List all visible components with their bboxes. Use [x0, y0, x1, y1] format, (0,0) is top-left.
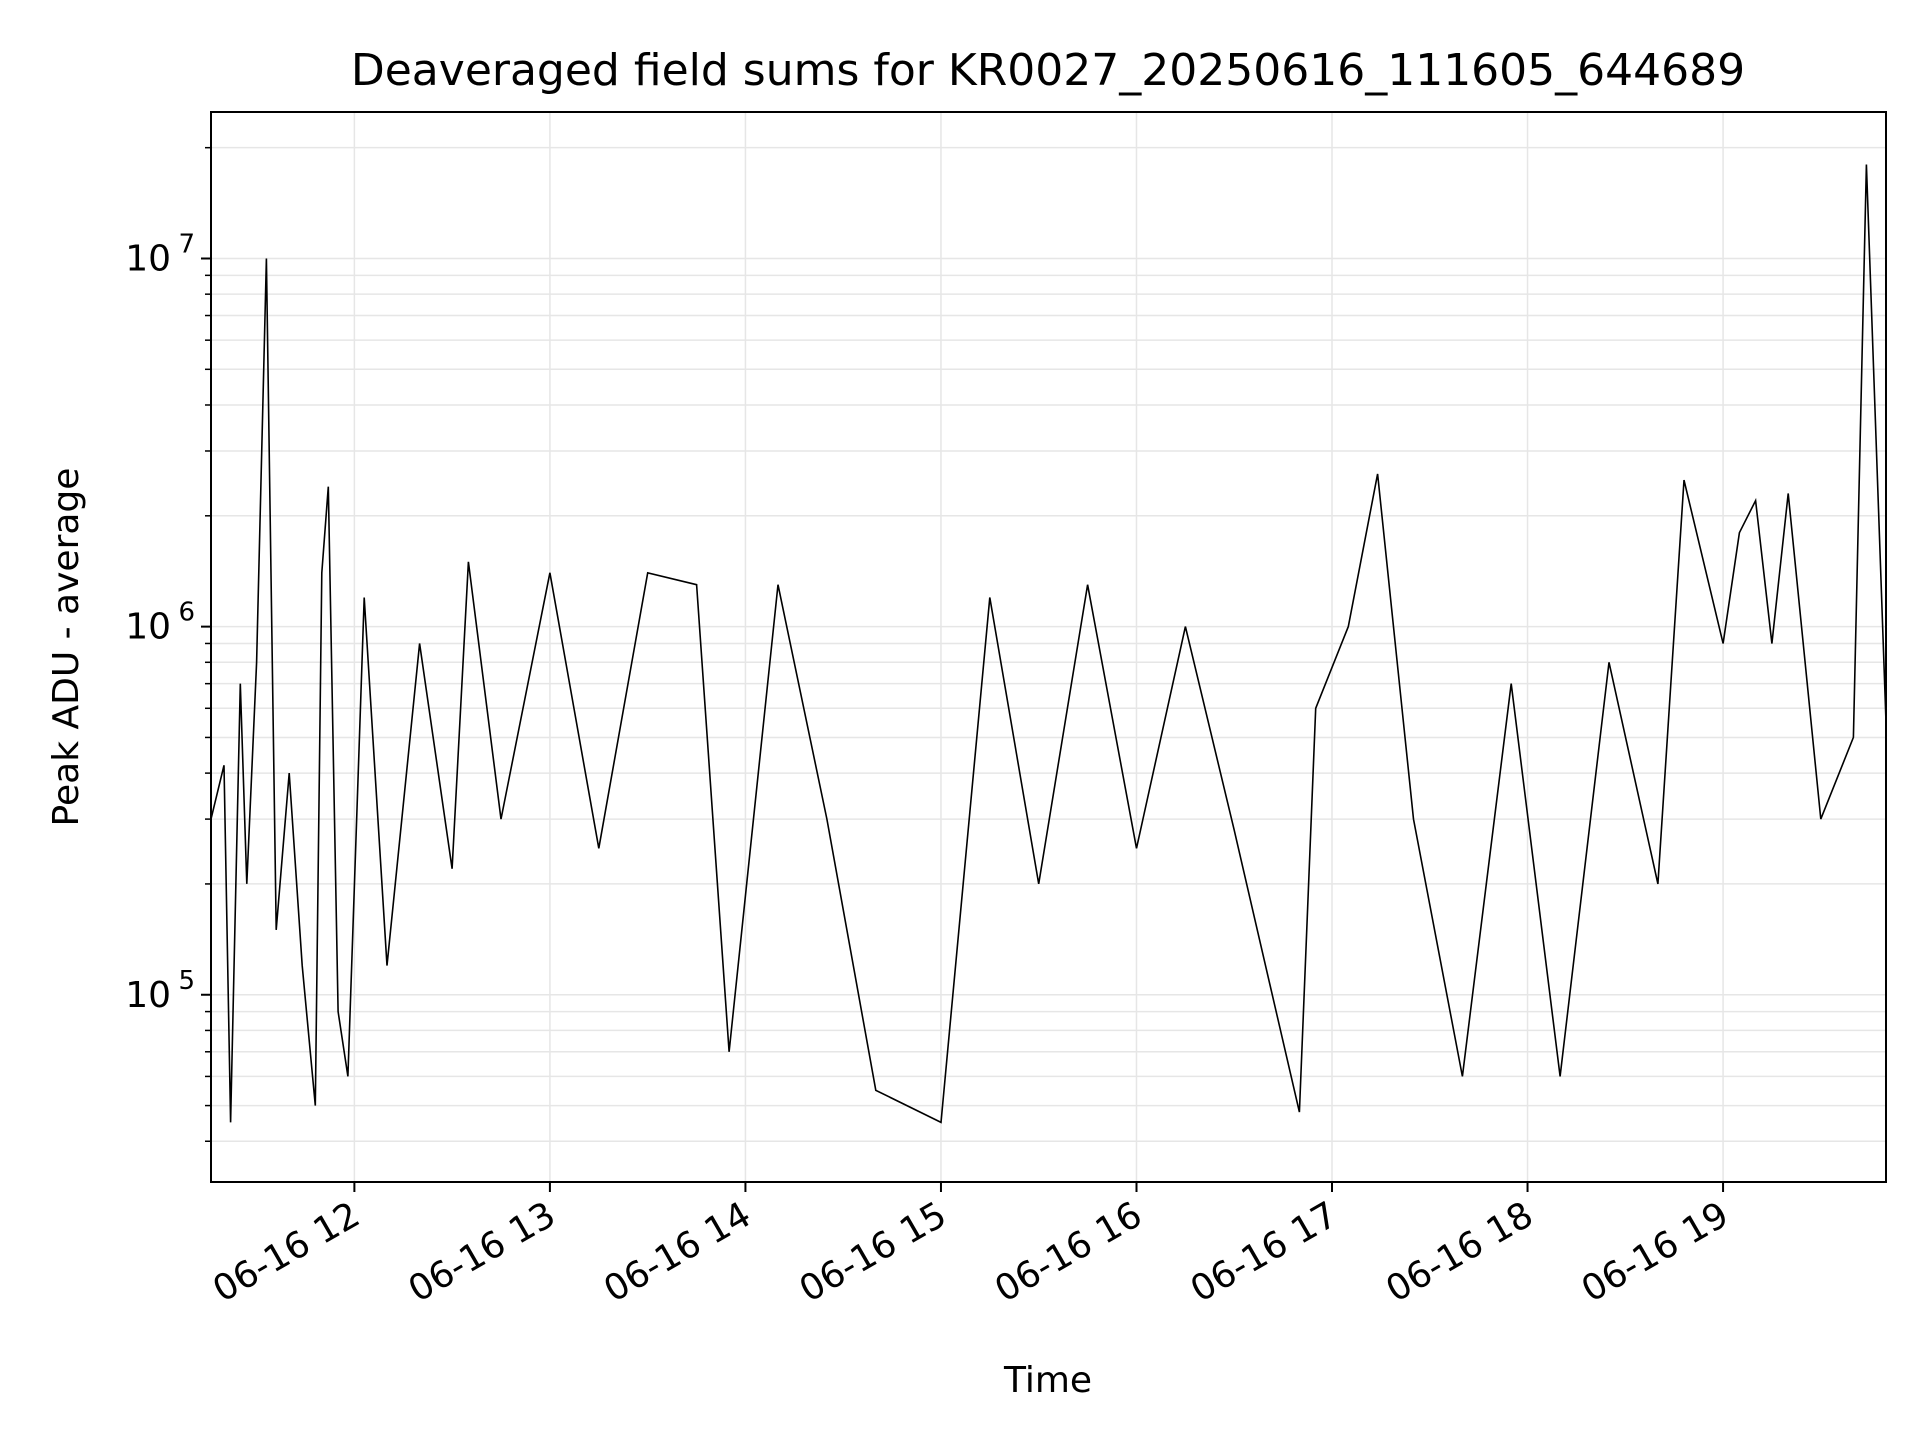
- y-axis-label: Peak ADU - average: [46, 468, 87, 827]
- y-tick-label: 10: [125, 975, 171, 1016]
- y-tick-exponent: 7: [178, 229, 195, 259]
- x-axis-label: Time: [1003, 1360, 1092, 1401]
- grid: [211, 112, 1886, 1182]
- series-line-0: [210, 164, 1887, 1124]
- series-layer: [210, 164, 1887, 1124]
- y-tick-exponent: 6: [178, 598, 195, 628]
- y-tick-exponent: 5: [178, 966, 195, 996]
- y-tick-label: 10: [125, 238, 171, 279]
- plot-frame: [210, 111, 1887, 1183]
- chart-title: Deaveraged field sums for KR0027_2025061…: [351, 45, 1745, 96]
- y-tick-label: 10: [125, 607, 171, 648]
